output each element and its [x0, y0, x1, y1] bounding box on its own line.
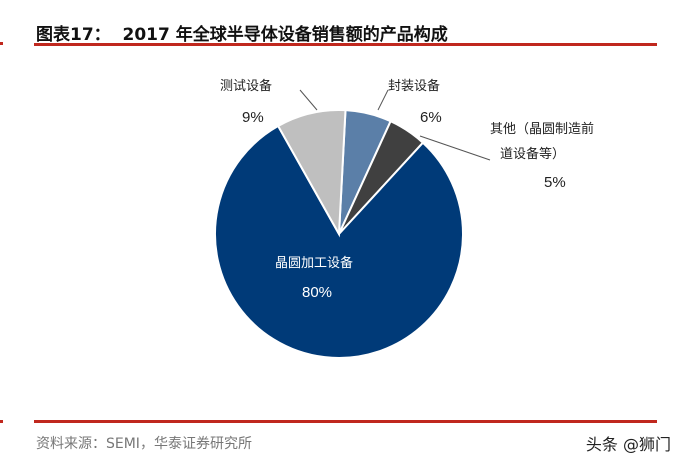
margin-mark — [0, 42, 3, 45]
slice-value-other: 5% — [544, 174, 566, 191]
slice-label-other-2: 道设备等） — [500, 146, 565, 162]
slice-label-test: 测试设备 — [220, 78, 272, 94]
source-note: 资料来源：SEMI，华泰证券研究所 — [36, 436, 252, 452]
slice-value-wafer: 80% — [302, 284, 332, 301]
slice-value-test: 9% — [242, 109, 264, 126]
slice-label-packaging: 封装设备 — [388, 78, 440, 94]
margin-mark — [0, 420, 3, 423]
footer-rule — [34, 420, 657, 423]
slice-label-wafer: 晶圆加工设备 — [275, 255, 353, 271]
leader-line-other — [419, 135, 491, 161]
watermark: 头条 @狮门 — [585, 435, 671, 454]
leader-line-packaging — [377, 89, 389, 111]
slice-label-other-1: 其他（晶圆制造前 — [490, 121, 594, 137]
pie-slice-2 — [214, 124, 464, 359]
title-rule — [34, 43, 657, 46]
chart-title: 图表17： 2017 年全球半导体设备销售额的产品构成 — [36, 25, 448, 45]
leader-line-test — [299, 89, 318, 111]
pie-slice-3 — [276, 109, 347, 238]
slice-value-packaging: 6% — [420, 109, 442, 126]
